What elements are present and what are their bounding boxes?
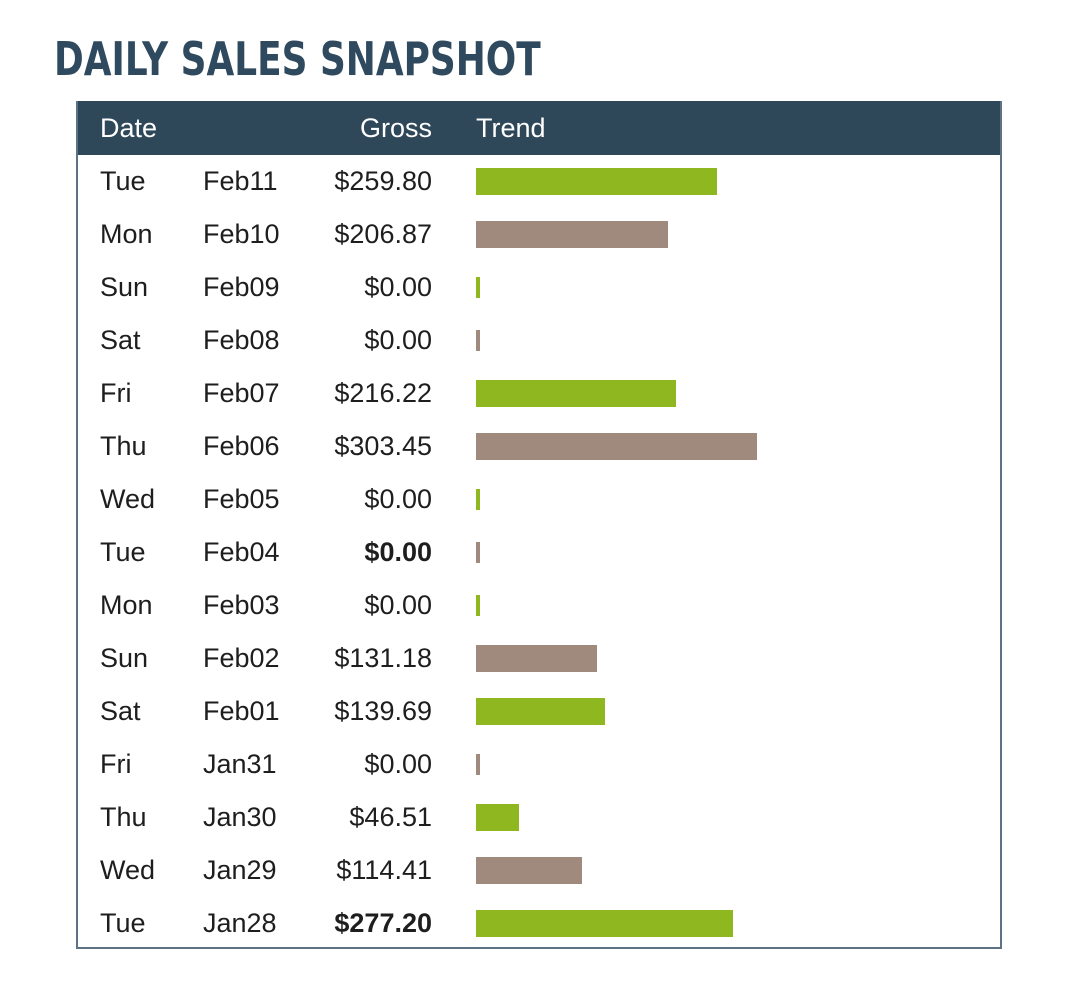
row-date: Feb09 [203, 272, 280, 302]
table-row: Mon Feb03 $0.00 [78, 579, 1000, 632]
trend-bar [476, 489, 480, 510]
header-trend: Trend [476, 113, 546, 143]
row-gross: $259.80 [334, 166, 432, 196]
trend-bar [476, 277, 480, 298]
row-day: Fri [100, 749, 132, 779]
row-gross: $46.51 [349, 802, 432, 832]
trend-bar [476, 804, 519, 831]
table-row: Sun Feb02 $131.18 [78, 632, 1000, 685]
row-day: Sun [100, 643, 149, 673]
row-date: Feb08 [203, 325, 280, 355]
row-day: Sat [100, 696, 141, 726]
row-gross: $0.00 [364, 325, 432, 355]
row-date: Feb06 [203, 431, 280, 461]
table-row: Sun Feb09 $0.00 [78, 261, 1000, 314]
row-gross: $277.20 [334, 908, 432, 938]
row-date: Feb11 [203, 166, 278, 196]
row-day: Fri [100, 378, 132, 408]
row-gross: $206.87 [334, 219, 432, 249]
row-gross: $139.69 [334, 696, 432, 726]
row-date: Jan30 [203, 802, 277, 832]
table-row: Fri Feb07 $216.22 [78, 367, 1000, 420]
row-gross: $0.00 [364, 749, 432, 779]
trend-bar [476, 754, 480, 775]
trend-bar [476, 330, 480, 351]
row-gross: $0.00 [364, 484, 432, 514]
trend-bar [476, 857, 582, 884]
page-title: DAILY SALES SNAPSHOT [54, 32, 541, 86]
row-date: Feb07 [203, 378, 280, 408]
table-row: Tue Jan28 $277.20 [78, 897, 1000, 950]
row-gross: $114.41 [336, 855, 432, 885]
row-day: Tue [100, 908, 146, 938]
table-row: Tue Feb11 $259.80 [78, 155, 1000, 208]
table-row: Thu Feb06 $303.45 [78, 420, 1000, 473]
header-date: Date [100, 113, 158, 143]
row-day: Sun [100, 272, 149, 302]
table-header: Date Gross Trend [78, 101, 1000, 155]
trend-bar [476, 221, 668, 248]
row-date: Feb05 [203, 484, 280, 514]
row-date: Feb02 [203, 643, 280, 673]
trend-bar [476, 698, 605, 725]
row-date: Jan31 [203, 749, 277, 779]
table-row: Fri Jan31 $0.00 [78, 738, 1000, 791]
sales-table: Date Gross Trend Tue Feb11 $259.80 Mon Feb10… [76, 101, 1002, 949]
table-row: Sat Feb01 $139.69 [78, 685, 1000, 738]
row-gross: $0.00 [364, 537, 432, 567]
row-date: Feb03 [203, 590, 280, 620]
trend-bar [476, 168, 717, 195]
row-gross: $0.00 [364, 590, 432, 620]
row-gross: $131.18 [334, 643, 432, 673]
table-row: Thu Jan30 $46.51 [78, 791, 1000, 844]
row-day: Tue [100, 166, 146, 196]
row-gross: $216.22 [334, 378, 432, 408]
trend-bar [476, 910, 733, 937]
row-day: Wed [100, 855, 156, 885]
row-date: Feb01 [203, 696, 280, 726]
table-row: Sat Feb08 $0.00 [78, 314, 1000, 367]
row-day: Mon [100, 590, 153, 620]
row-day: Tue [100, 537, 146, 567]
row-day: Thu [100, 802, 147, 832]
header-gross: Gross [359, 113, 432, 143]
row-gross: $303.45 [334, 431, 432, 461]
table-row: Tue Feb04 $0.00 [78, 526, 1000, 579]
table-row: Wed Feb05 $0.00 [78, 473, 1000, 526]
trend-bar [476, 645, 597, 672]
table-body: Tue Feb11 $259.80 Mon Feb10 $206.87 Sun Feb09 $0… [78, 155, 1000, 950]
row-gross: $0.00 [364, 272, 432, 302]
trend-bar [476, 595, 480, 616]
row-date: Jan29 [203, 855, 277, 885]
row-day: Sat [100, 325, 141, 355]
row-day: Thu [100, 431, 147, 461]
row-day: Mon [100, 219, 153, 249]
trend-bar [476, 433, 757, 460]
trend-bar [476, 542, 480, 563]
table-row: Mon Feb10 $206.87 [78, 208, 1000, 261]
row-day: Wed [100, 484, 156, 514]
row-date: Feb04 [203, 537, 280, 567]
row-date: Jan28 [203, 908, 277, 938]
row-date: Feb10 [203, 219, 280, 249]
table-row: Wed Jan29 $114.41 [78, 844, 1000, 897]
trend-bar [476, 380, 676, 407]
